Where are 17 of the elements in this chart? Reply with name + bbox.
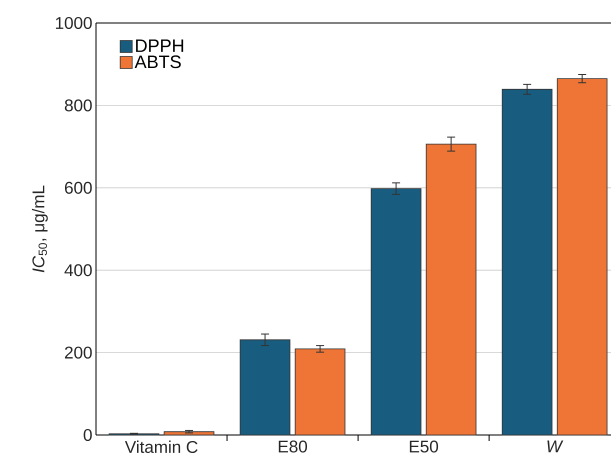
- bar: [294, 348, 346, 436]
- bar: [164, 431, 214, 436]
- y-tick-label: 200: [64, 346, 92, 359]
- y-tick-label: 0: [84, 428, 92, 442]
- x-tick-label: W: [547, 440, 564, 452]
- legend-label: ABTS: [134, 55, 181, 68]
- x-tick-label: E50: [410, 440, 438, 453]
- y-tick-label: 1000: [56, 16, 92, 30]
- x-tick-label: Vitamin C: [124, 440, 198, 454]
- bar: [556, 78, 608, 436]
- legend-label: DPPH: [136, 40, 184, 52]
- y-tick-label: 600: [64, 182, 92, 194]
- y-tick-label: 800: [64, 99, 92, 112]
- x-tick-label: E80: [278, 440, 308, 453]
- y-axis-title: IC$_{50}$, μg/mL: [32, 186, 48, 272]
- bar: [502, 88, 552, 436]
- y-tick-label: 400: [64, 264, 92, 276]
